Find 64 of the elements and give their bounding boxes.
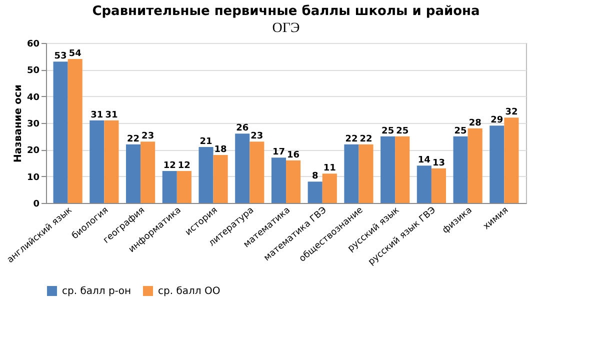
bar [322, 174, 337, 203]
data-label: 18 [214, 145, 227, 155]
bar [104, 120, 119, 203]
y-tick-label: 20 [26, 146, 40, 156]
legend-label: ср. балл р-он [62, 286, 132, 297]
data-label: 32 [505, 108, 518, 118]
bar [250, 142, 264, 203]
y-tick-label: 10 [26, 172, 40, 183]
data-label: 25 [454, 126, 467, 136]
bar [358, 144, 374, 203]
data-label: 23 [142, 132, 154, 142]
data-label: 53 [54, 52, 67, 62]
bar [344, 144, 359, 203]
bar [504, 118, 519, 203]
data-label: 28 [468, 118, 482, 128]
bar [416, 166, 432, 203]
bar [176, 171, 192, 203]
bar [162, 171, 177, 203]
bar [90, 120, 104, 203]
data-label: 29 [490, 116, 504, 126]
data-label: 54 [68, 49, 82, 59]
bar [271, 158, 286, 203]
y-tick-label: 50 [26, 66, 40, 76]
data-label: 13 [432, 158, 445, 168]
data-label: 16 [287, 150, 300, 160]
bar [380, 136, 396, 203]
y-tick-label: 0 [33, 200, 40, 210]
bar [68, 59, 82, 203]
bar [308, 182, 322, 203]
bar [140, 142, 156, 203]
y-tick-label: 40 [26, 92, 40, 103]
data-label: 25 [396, 126, 409, 136]
data-label: 26 [236, 124, 249, 134]
bar [53, 62, 68, 203]
data-label: 12 [178, 161, 190, 171]
chart-title: Сравнительные первичные баллы школы и района [92, 4, 480, 19]
bar [286, 160, 301, 203]
data-label: 21 [200, 137, 212, 147]
y-axis-title: Название оси [12, 84, 24, 162]
data-label: 25 [382, 126, 394, 136]
bar [395, 136, 410, 203]
data-label: 22 [127, 134, 140, 144]
data-label: 14 [418, 156, 430, 166]
data-label: 11 [323, 164, 336, 174]
bar [213, 155, 228, 203]
data-label: 23 [250, 132, 264, 142]
chart-subtitle: ОГЭ [272, 21, 300, 36]
legend-label: ср. балл ОО [158, 286, 220, 297]
data-label: 22 [345, 134, 358, 144]
data-label: 22 [360, 134, 372, 144]
bar [431, 168, 446, 203]
bar [235, 134, 250, 203]
y-tick-label: 60 [26, 40, 40, 50]
bar [490, 126, 504, 203]
data-label: 12 [163, 161, 176, 171]
bar [126, 144, 141, 203]
y-tick-label: 30 [26, 120, 40, 130]
data-label: 31 [105, 110, 118, 120]
data-label: 17 [272, 148, 285, 158]
bar [198, 147, 214, 203]
data-label: 8 [312, 172, 318, 182]
bar [453, 136, 468, 203]
data-label: 31 [90, 110, 104, 120]
bar [468, 128, 482, 203]
